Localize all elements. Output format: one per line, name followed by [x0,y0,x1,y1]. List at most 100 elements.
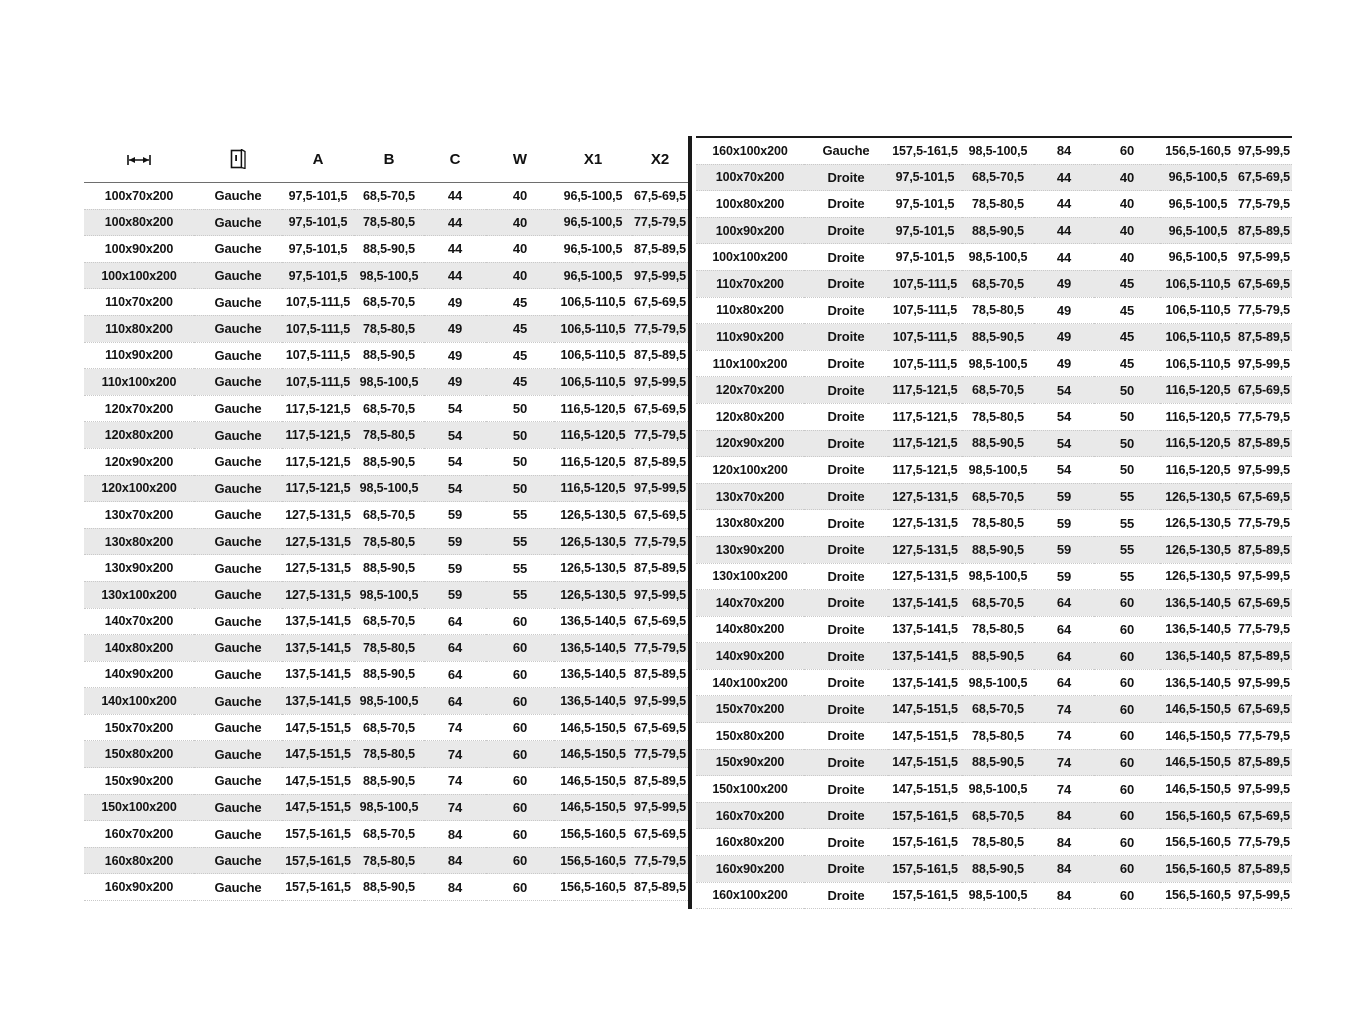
table-row[interactable]: 140x70x200 Gauche 137,5-141,5 68,5-70,5 64 60… [84,608,688,636]
table-row[interactable]: 120x70x200 Droite 117,5-121,5 68,5-70,5 54 50… [696,376,1292,404]
table-row[interactable]: 120x80x200 Droite 117,5-121,5 78,5-80,5 54 50… [696,403,1292,431]
table-row[interactable]: 160x100x200 Gauche 157,5-161,5 98,5-100,5 84… [696,138,1292,165]
table-row[interactable]: 100x90x200 Droite 97,5-101,5 88,5-90,5 44 40 9… [696,217,1292,245]
table-row[interactable]: 160x90x200 Gauche 157,5-161,5 88,5-90,5 84 60… [84,873,688,902]
cell-x2: 77,5-79,5 [632,634,688,662]
table-row[interactable]: 110x100x200 Droite 107,5-111,5 98,5-100,5 49… [696,350,1292,378]
table-row[interactable]: 100x80x200 Droite 97,5-101,5 78,5-80,5 44 40 9… [696,190,1292,218]
table-row[interactable]: 150x70x200 Droite 147,5-151,5 68,5-70,5 74 60… [696,695,1292,724]
table-row[interactable]: 130x80x200 Droite 127,5-131,5 78,5-80,5 59 55… [696,509,1292,537]
table-row[interactable]: 140x100x200 Gauche 137,5-141,5 98,5-100,5 64… [84,687,688,715]
table-row[interactable]: 160x100x200 Droite 157,5-161,5 98,5-100,5 84… [696,882,1292,910]
table-row[interactable]: 140x90x200 Gauche 137,5-141,5 88,5-90,5 64 60… [84,661,688,689]
table-row[interactable]: 140x70x200 Droite 137,5-141,5 68,5-70,5 64 60… [696,589,1292,617]
table-row[interactable]: 130x70x200 Droite 127,5-131,5 68,5-70,5 59 55… [696,483,1292,511]
table-row[interactable]: 100x100x200 Gauche 97,5-101,5 98,5-100,5 44 4… [84,262,688,290]
cell-w: 50 [486,421,554,449]
table-row[interactable]: 140x80x200 Droite 137,5-141,5 78,5-80,5 64 60… [696,616,1292,644]
cell-b: 98,5-100,5 [962,882,1034,910]
cell-size: 130x70x200 [84,501,194,529]
cell-w: 60 [486,847,554,875]
table-row[interactable]: 110x90x200 Gauche 107,5-111,5 88,5-90,5 49 45… [84,342,688,370]
table-row[interactable]: 130x70x200 Gauche 127,5-131,5 68,5-70,5 59 55… [84,501,688,529]
cell-x2: 77,5-79,5 [632,528,688,556]
table-row[interactable]: 150x100x200 Droite 147,5-151,5 98,5-100,5 74… [696,775,1292,803]
table-row[interactable]: 130x100x200 Gauche 127,5-131,5 98,5-100,5 59… [84,581,688,609]
cell-a: 137,5-141,5 [282,634,354,662]
table-row[interactable]: 160x80x200 Droite 157,5-161,5 78,5-80,5 84 60… [696,828,1292,857]
cell-w: 40 [1094,217,1160,245]
table-row[interactable]: 110x80x200 Gauche 107,5-111,5 78,5-80,5 49 45… [84,315,688,343]
table-row[interactable]: 150x70x200 Gauche 147,5-151,5 68,5-70,5 74 60… [84,714,688,742]
cell-side: Gauche [194,554,282,582]
column-header-w: W [486,136,554,182]
table-row[interactable]: 150x90x200 Gauche 147,5-151,5 88,5-90,5 74 60… [84,767,688,795]
table-row[interactable]: 100x70x200 Gauche 97,5-101,5 68,5-70,5 44 40 9… [84,182,688,210]
cell-c: 64 [1034,669,1094,697]
cell-side: Gauche [194,235,282,263]
cell-a: 147,5-151,5 [888,749,962,777]
table-row[interactable]: 110x70x200 Droite 107,5-111,5 68,5-70,5 49 45… [696,270,1292,298]
cell-x2: 67,5-69,5 [1236,695,1292,724]
cell-a: 157,5-161,5 [282,820,354,848]
table-row[interactable]: 110x100x200 Gauche 107,5-111,5 98,5-100,5 49… [84,368,688,396]
cell-b: 68,5-70,5 [354,501,424,529]
table-row[interactable]: 140x100x200 Droite 137,5-141,5 98,5-100,5 64… [696,669,1292,697]
cell-side: Gauche [194,209,282,237]
table-row[interactable]: 120x80x200 Gauche 117,5-121,5 78,5-80,5 54 50… [84,421,688,449]
table-row[interactable]: 100x70x200 Droite 97,5-101,5 68,5-70,5 44 40 9… [696,164,1292,192]
table-row[interactable]: 150x80x200 Gauche 147,5-151,5 78,5-80,5 74 60… [84,740,688,769]
table-row[interactable]: 120x90x200 Droite 117,5-121,5 88,5-90,5 54 50… [696,430,1292,458]
cell-w: 60 [1094,589,1160,617]
cell-size: 130x90x200 [84,554,194,582]
cell-size: 100x80x200 [696,190,804,218]
table-row[interactable]: 110x90x200 Droite 107,5-111,5 88,5-90,5 49 45… [696,323,1292,351]
cell-c: 54 [424,475,486,503]
table-row[interactable]: 110x80x200 Droite 107,5-111,5 78,5-80,5 49 45… [696,297,1292,325]
table-row[interactable]: 140x80x200 Gauche 137,5-141,5 78,5-80,5 64 60… [84,634,688,662]
cell-size: 150x90x200 [696,749,804,777]
cell-size: 110x70x200 [696,270,804,298]
table-row[interactable]: 110x70x200 Gauche 107,5-111,5 68,5-70,5 49 45… [84,288,688,316]
table-row[interactable]: 120x90x200 Gauche 117,5-121,5 88,5-90,5 54 50… [84,448,688,476]
cell-side: Droite [804,828,888,857]
table-row[interactable]: 120x100x200 Gauche 117,5-121,5 98,5-100,5 54… [84,475,688,503]
table-row[interactable]: 140x90x200 Droite 137,5-141,5 88,5-90,5 64 60… [696,642,1292,670]
table-row[interactable]: 160x90x200 Droite 157,5-161,5 88,5-90,5 84 60… [696,855,1292,883]
cell-x1: 146,5-150,5 [554,767,632,795]
table-row[interactable]: 160x70x200 Droite 157,5-161,5 68,5-70,5 84 60… [696,802,1292,830]
table-row[interactable]: 130x80x200 Gauche 127,5-131,5 78,5-80,5 59 55… [84,528,688,556]
table-row[interactable]: 160x80x200 Gauche 157,5-161,5 78,5-80,5 84 60… [84,847,688,875]
table-row[interactable]: 130x90x200 Droite 127,5-131,5 88,5-90,5 59 55… [696,536,1292,564]
cell-b: 98,5-100,5 [962,669,1034,697]
cell-c: 64 [1034,642,1094,670]
cell-b: 98,5-100,5 [354,475,424,503]
column-header-x1: X1 [554,136,632,182]
table-row[interactable]: 130x90x200 Gauche 127,5-131,5 88,5-90,5 59 55… [84,554,688,582]
door-icon [230,149,246,169]
cell-c: 49 [1034,297,1094,325]
table-right-container: 160x100x200 Gauche 157,5-161,5 98,5-100,5 84… [688,136,1292,910]
table-row[interactable]: 130x100x200 Droite 127,5-131,5 98,5-100,5 59… [696,563,1292,591]
table-row[interactable]: 150x80x200 Droite 147,5-151,5 78,5-80,5 74 60… [696,722,1292,750]
cell-side: Gauche [194,820,282,848]
cell-w: 55 [486,554,554,582]
cell-x2: 67,5-69,5 [1236,483,1292,511]
table-row[interactable]: 100x90x200 Gauche 97,5-101,5 88,5-90,5 44 40 9… [84,235,688,263]
table-row[interactable]: 100x100x200 Droite 97,5-101,5 98,5-100,5 44 4… [696,243,1292,271]
cell-c: 59 [1034,483,1094,511]
table-row[interactable]: 100x80x200 Gauche 97,5-101,5 78,5-80,5 44 40 9… [84,209,688,237]
table-row[interactable]: 150x90x200 Droite 147,5-151,5 88,5-90,5 74 60… [696,749,1292,777]
header-separator [84,182,688,183]
cell-w: 45 [486,342,554,370]
cell-x1: 156,5-160,5 [1160,882,1236,910]
cell-x1: 146,5-150,5 [1160,775,1236,803]
cell-c: 44 [424,209,486,237]
cell-c: 64 [424,608,486,636]
cell-x1: 106,5-110,5 [554,315,632,343]
table-row[interactable]: 120x100x200 Droite 117,5-121,5 98,5-100,5 54… [696,456,1292,484]
cell-b: 78,5-80,5 [962,828,1034,857]
table-row[interactable]: 120x70x200 Gauche 117,5-121,5 68,5-70,5 54 50… [84,395,688,423]
table-row[interactable]: 160x70x200 Gauche 157,5-161,5 68,5-70,5 84 60… [84,820,688,848]
table-row[interactable]: 150x100x200 Gauche 147,5-151,5 98,5-100,5 74… [84,794,688,822]
